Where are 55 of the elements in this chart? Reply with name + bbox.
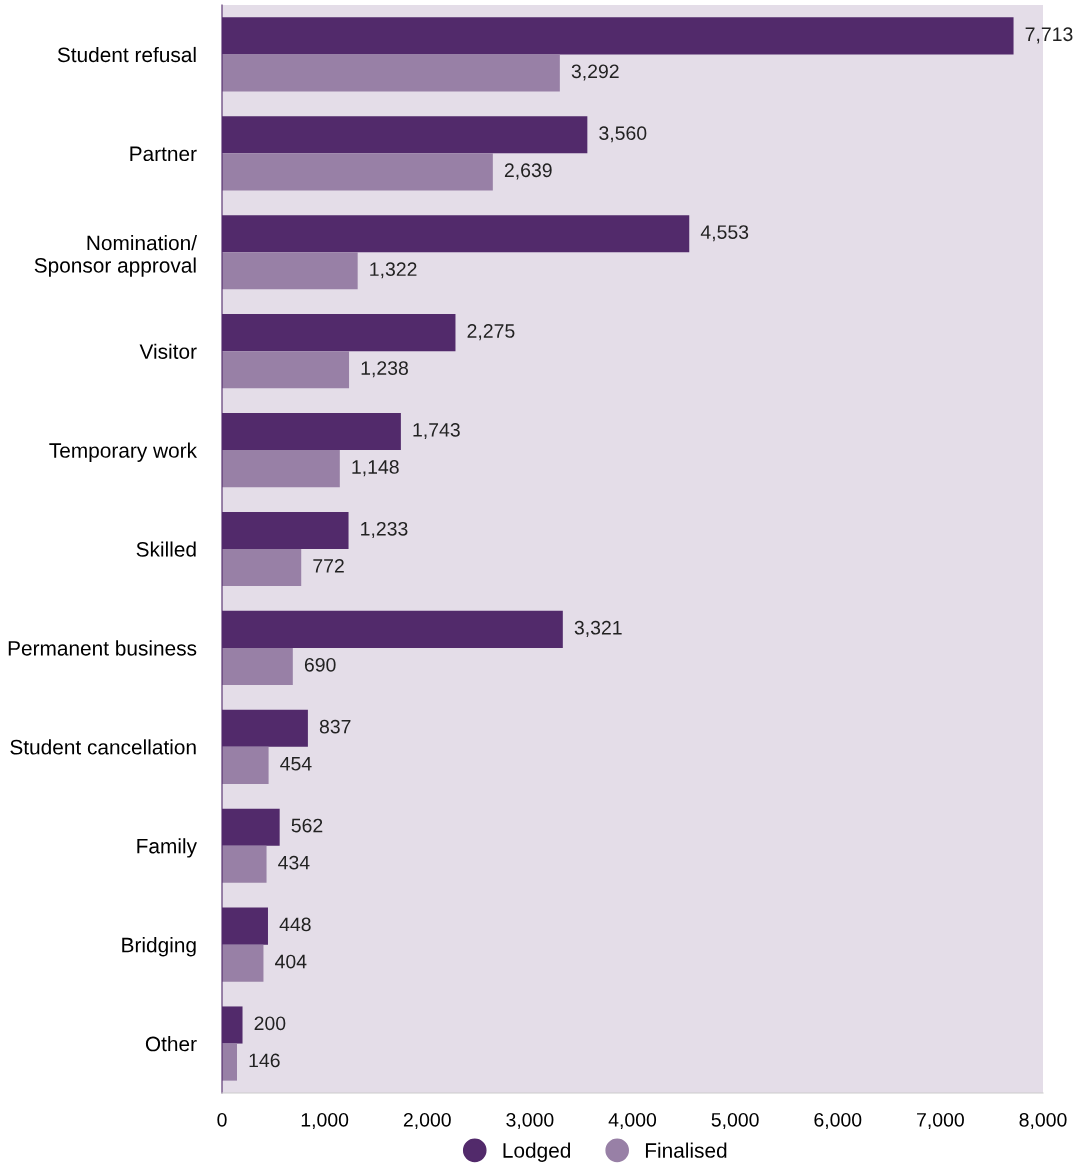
bar [222, 944, 264, 982]
data-label: 454 [280, 757, 312, 771]
data-label: 1,233 [361, 521, 408, 538]
bar [222, 351, 350, 389]
bar [222, 54, 560, 92]
data-label: 200 [254, 1016, 286, 1031]
x-tick-label: 7,000 [917, 1112, 964, 1130]
bar [222, 450, 340, 488]
data-label: 448 [279, 917, 311, 932]
y-tick-label: Bridging [122, 937, 196, 957]
data-label: 434 [278, 855, 310, 870]
y-tick-label: Partner [130, 146, 197, 162]
data-label: 3,560 [599, 126, 647, 143]
data-label: 2,639 [504, 163, 552, 180]
data-label: 772 [313, 559, 344, 573]
y-tick-label: Temporary work [49, 442, 198, 462]
bar [222, 647, 293, 685]
x-tick-label: 8,000 [1019, 1112, 1067, 1130]
x-tick-label: 5,000 [711, 1112, 759, 1130]
x-tick-label: 6,000 [814, 1112, 862, 1130]
bar [222, 746, 269, 784]
legend-label: Finalised [645, 1142, 727, 1158]
data-label: 7,713 [1025, 27, 1073, 44]
y-tick-label: Skilled [136, 541, 196, 557]
data-label: 1,322 [370, 262, 417, 279]
bar [222, 252, 358, 290]
x-tick-label: 4,000 [608, 1112, 657, 1130]
data-label: 690 [304, 657, 336, 672]
data-label: 146 [249, 1053, 280, 1068]
bar [222, 153, 493, 191]
data-label: 1,238 [361, 361, 408, 378]
y-tick-label: Visitor [139, 343, 197, 359]
data-label: 3,321 [574, 620, 622, 637]
bar [222, 549, 302, 587]
x-tick-label: 3,000 [506, 1112, 554, 1130]
y-tick-label: Student refusal [57, 46, 196, 63]
y-tick-label: Nomination/ Sponsor approval [34, 235, 198, 277]
bar [222, 845, 267, 883]
data-label: 3,292 [571, 64, 619, 81]
data-label: 562 [291, 818, 323, 833]
data-label: 837 [319, 719, 351, 734]
x-tick-label: 1,000 [301, 1112, 349, 1130]
y-tick-label: Family [137, 838, 197, 858]
x-tick-label: 2,000 [403, 1112, 451, 1130]
data-label: 4,553 [700, 225, 749, 242]
y-tick-label: Permanent business [8, 640, 197, 656]
x-tick-label: 0 [217, 1112, 227, 1127]
data-label: 1,743 [413, 423, 460, 440]
data-label: 2,275 [467, 324, 515, 341]
data-label: 404 [275, 954, 307, 969]
y-tick-label: Other [145, 1036, 197, 1052]
data-label: 1,148 [352, 460, 399, 477]
bar [222, 1043, 237, 1081]
legend-label: Lodged [503, 1142, 571, 1162]
y-tick-label: Student cancellation [10, 739, 196, 755]
